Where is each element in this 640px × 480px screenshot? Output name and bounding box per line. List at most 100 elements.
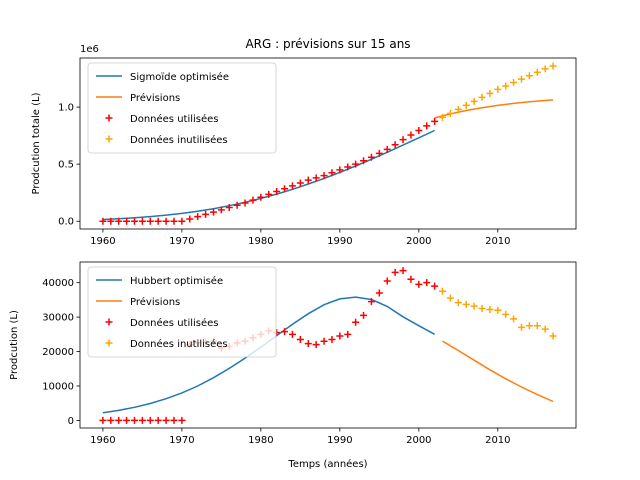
top-y-tick-label: 0.5: [58, 160, 74, 171]
top-data-point: [249, 196, 257, 204]
bottom-data-point: [431, 282, 439, 290]
bottom-legend: Hubbert optimisée Prévisions Données utili…: [87, 266, 277, 358]
top-x-tick-label: 1960: [90, 236, 115, 247]
top-data-point: [525, 72, 533, 80]
top-data-point: [431, 117, 439, 125]
top-x-tick-label: 2010: [485, 236, 510, 247]
top-legend-label: Données utilisées: [130, 113, 219, 125]
bottom-data-point: [454, 299, 462, 307]
top-data-point: [194, 213, 202, 221]
top-data-point: [407, 131, 415, 139]
top-data-point: [367, 153, 375, 161]
top-y-tick-label: 1.0: [58, 103, 74, 114]
top-data-point: [265, 190, 273, 198]
top-data-point: [233, 201, 241, 209]
top-legend-box: [87, 62, 277, 154]
top-data-point: [391, 141, 399, 149]
top-legend: Sigmoïde optimisée Prévisions Données util…: [87, 62, 277, 154]
top-data-point: [375, 149, 383, 157]
top-series-2: [99, 117, 439, 225]
bottom-data-point: [486, 306, 494, 314]
bottom-data-point: [502, 310, 510, 318]
top-data-point: [494, 85, 502, 93]
top-data-point: [328, 169, 336, 177]
bottom-data-point: [288, 330, 296, 338]
top-x-tick-label: 1990: [327, 236, 352, 247]
bottom-data-point: [462, 300, 470, 308]
top-data-point: [178, 217, 186, 225]
top-data-point: [415, 126, 423, 134]
bottom-data-point: [130, 416, 138, 424]
bottom-data-point: [123, 416, 131, 424]
top-data-point: [115, 217, 123, 225]
top-data-point: [352, 160, 360, 168]
bottom-data-point: [446, 294, 454, 302]
top-data-point: [288, 182, 296, 190]
top-series-3: [439, 62, 557, 121]
top-data-point: [186, 215, 194, 223]
bottom-data-point: [367, 298, 375, 306]
top-y-axis-label: Prodcution totale (L): [31, 92, 42, 194]
top-series-1: [434, 99, 554, 119]
bottom-data-point: [375, 289, 383, 297]
top-data-point: [123, 217, 131, 225]
bottom-x-tick-label: 1980: [248, 435, 273, 446]
top-data-point: [478, 93, 486, 101]
top-data-point: [107, 217, 115, 225]
top-chart-title: ARG : prévisions sur 15 ans: [245, 37, 410, 51]
bottom-data-point: [178, 416, 186, 424]
bottom-legend-label: Données inutilisées: [130, 338, 228, 350]
bottom-data-point: [170, 416, 178, 424]
bottom-series-line: [442, 340, 554, 403]
bottom-data-point: [146, 416, 154, 424]
top-data-point: [130, 217, 138, 225]
bottom-legend-marker-swatch: [105, 339, 113, 347]
top-data-point: [462, 101, 470, 109]
bottom-axes: 1960 1970 1980 1990 2000 2010 0 10000 20000 30000…: [9, 261, 577, 470]
top-data-point: [470, 97, 478, 105]
bottom-x-tick-label: 1970: [169, 435, 194, 446]
top-data-point: [241, 199, 249, 207]
bottom-data-point: [296, 335, 304, 343]
bottom-y-tick-label: 10000: [42, 381, 74, 392]
bottom-x-tick-label: 2010: [485, 435, 510, 446]
bottom-data-point: [138, 416, 146, 424]
top-data-point: [312, 174, 320, 182]
top-axes: 1960 1970 1980 1990 2000 2010 0.0 0.5 1.0 1e6 Prod…: [31, 44, 577, 247]
top-data-point: [549, 62, 557, 70]
bottom-data-point: [423, 279, 431, 287]
bottom-series-1: [442, 340, 554, 403]
top-data-point: [296, 179, 304, 187]
bottom-y-tick-label: 30000: [42, 313, 74, 324]
top-data-point: [209, 208, 217, 216]
bottom-data-point: [336, 332, 344, 340]
bottom-x-axis-label: Temps (années): [287, 458, 367, 470]
bottom-legend-label: Hubbert optimisée: [130, 275, 223, 287]
top-data-point: [257, 193, 265, 201]
bottom-x-tick-label: 2000: [406, 435, 431, 446]
top-data-point: [510, 79, 518, 87]
bottom-x-tick-label: 1960: [90, 435, 115, 446]
bottom-data-point: [328, 335, 336, 343]
bottom-series-3: [439, 287, 557, 340]
top-legend-marker-swatch: [105, 114, 113, 122]
top-series-line: [434, 99, 554, 119]
bottom-data-point: [407, 275, 415, 283]
bottom-data-point: [115, 416, 123, 424]
bottom-data-point: [352, 318, 360, 326]
top-x-tick-label: 2000: [406, 236, 431, 247]
top-data-point: [138, 217, 146, 225]
top-offset-label: 1e6: [80, 44, 99, 55]
bottom-data-point: [391, 268, 399, 276]
top-data-point: [533, 68, 541, 76]
top-data-point: [217, 206, 225, 214]
bottom-data-point: [439, 287, 447, 295]
bottom-legend-label: Données utilisées: [130, 317, 219, 329]
top-data-point: [454, 105, 462, 113]
top-legend-label: Sigmoïde optimisée: [130, 71, 229, 83]
top-data-point: [502, 82, 510, 90]
top-x-tick-label: 1980: [248, 236, 273, 247]
bottom-data-point: [312, 341, 320, 349]
bottom-data-point: [549, 332, 557, 340]
